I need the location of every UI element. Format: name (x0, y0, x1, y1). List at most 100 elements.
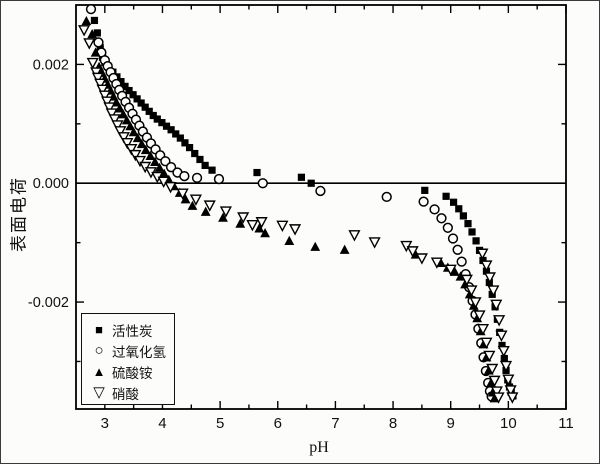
data-point-triangle-down (78, 25, 91, 37)
legend: ■ 活性炭 ○ 过氧化氢 ▲ 硫酸铵 ▽ 硝酸 (81, 313, 175, 405)
data-point-triangle-down (465, 285, 478, 297)
data-point-triangle-down (487, 285, 500, 297)
data-point-circle (447, 233, 459, 244)
data-point-square (129, 91, 137, 99)
data-point-triangle-down (164, 181, 177, 194)
data-point-square (137, 99, 145, 107)
data-point-triangle-down (189, 194, 202, 206)
data-point-circle (436, 213, 447, 224)
data-point-triangle-down (444, 264, 457, 276)
data-point-triangle-down (139, 161, 152, 174)
data-point-square (141, 103, 149, 111)
legend-label: 过氧化氢 (112, 344, 166, 360)
data-point-circle (160, 156, 171, 167)
data-point-square (253, 168, 261, 177)
data-point-square (421, 186, 429, 194)
data-point-square (176, 134, 184, 142)
data-point-square (90, 16, 99, 25)
data-point-triangle-down (490, 299, 503, 312)
data-point-square (93, 29, 101, 37)
plot-frame (75, 4, 567, 410)
square-filled-icon: ■ (95, 322, 103, 337)
data-point-triangle-down (506, 392, 519, 404)
data-point-square (121, 82, 129, 90)
data-point-triangle-up (150, 156, 160, 166)
data-point-triangle-up (118, 109, 129, 119)
data-point-triangle-down (492, 392, 505, 404)
data-point-triangle-down (103, 102, 116, 114)
data-point-circle (381, 191, 392, 203)
data-point-triangle-up (235, 218, 246, 228)
data-point-triangle-down (483, 350, 496, 363)
data-point-triangle-up (218, 212, 228, 222)
x-tick-label: 11 (558, 415, 574, 432)
data-point-triangle-down (368, 237, 381, 249)
data-point-triangle-up (81, 15, 92, 26)
data-point-triangle-down (486, 363, 499, 376)
legend-item-nitric-acid: ▽ 硝酸 (90, 382, 174, 403)
x-tick-label: 4 (158, 415, 166, 432)
data-point-square (167, 126, 175, 134)
data-point-triangle-up (180, 194, 191, 204)
data-point-square (196, 155, 204, 164)
data-point-triangle-down (246, 220, 259, 232)
data-point-triangle-down (504, 385, 517, 397)
data-point-square (125, 86, 133, 95)
data-point-square (208, 166, 216, 174)
data-point-circle (93, 37, 104, 48)
y-tick-label: 0.000 (33, 176, 69, 192)
data-point-triangle-up (284, 235, 295, 245)
data-point-square (145, 107, 153, 115)
y-tick-label: 0.002 (33, 57, 69, 73)
data-point-triangle-up (339, 244, 350, 254)
data-point-triangle-down (125, 143, 138, 156)
data-point-square (149, 111, 157, 120)
data-point-triangle-up (200, 206, 211, 216)
data-point-circle (179, 170, 190, 182)
data-point-triangle-down (460, 274, 473, 287)
data-point-triangle-down (96, 84, 109, 96)
data-point-square (455, 205, 463, 213)
data-point-triangle-down (430, 257, 443, 269)
data-point-triangle-down (91, 72, 104, 85)
data-point-triangle-down (114, 126, 127, 138)
data-point-triangle-up (128, 127, 139, 137)
x-tick-label: 8 (389, 415, 397, 432)
data-point-triangle-down (94, 78, 107, 91)
x-tick-label: 10 (500, 415, 517, 432)
data-point-triangle-down (121, 138, 134, 150)
data-point-triangle-down (111, 120, 124, 132)
data-point-circle (429, 204, 440, 215)
triangle-up-filled-icon: ▲ (92, 364, 106, 379)
data-point-circle (418, 196, 429, 207)
data-point-square (498, 341, 506, 350)
data-point-triangle-down (476, 248, 489, 260)
data-point-triangle-down (400, 240, 413, 253)
data-point-triangle-up (187, 200, 198, 210)
y-axis-title: 表面电荷 (9, 176, 29, 252)
data-point-triangle-down (219, 206, 232, 218)
data-point-triangle-down (105, 108, 118, 120)
data-point-triangle-up (136, 138, 147, 149)
x-tick-label: 3 (101, 415, 109, 432)
data-point-triangle-down (348, 230, 361, 242)
legend-item-ammonium-sulfate: ▲ 硫酸铵 (90, 361, 174, 382)
data-point-square (133, 95, 141, 103)
data-point-triangle-up (132, 132, 143, 143)
data-point-triangle-down (490, 386, 503, 398)
data-point-square (185, 143, 194, 152)
data-point-triangle-down (288, 224, 302, 236)
data-point-circle (213, 173, 225, 185)
data-point-triangle-down (176, 188, 189, 200)
data-point-triangle-down (203, 200, 216, 212)
data-point-circle (315, 185, 326, 197)
data-point-square (181, 139, 189, 147)
data-point-square (172, 130, 180, 138)
data-point-square (158, 119, 166, 127)
data-point-triangle-down (276, 220, 289, 233)
data-point-triangle-up (140, 144, 151, 155)
data-point-triangle-up (90, 47, 101, 57)
data-point-triangle-down (157, 176, 170, 189)
data-point-triangle-up (260, 228, 270, 238)
